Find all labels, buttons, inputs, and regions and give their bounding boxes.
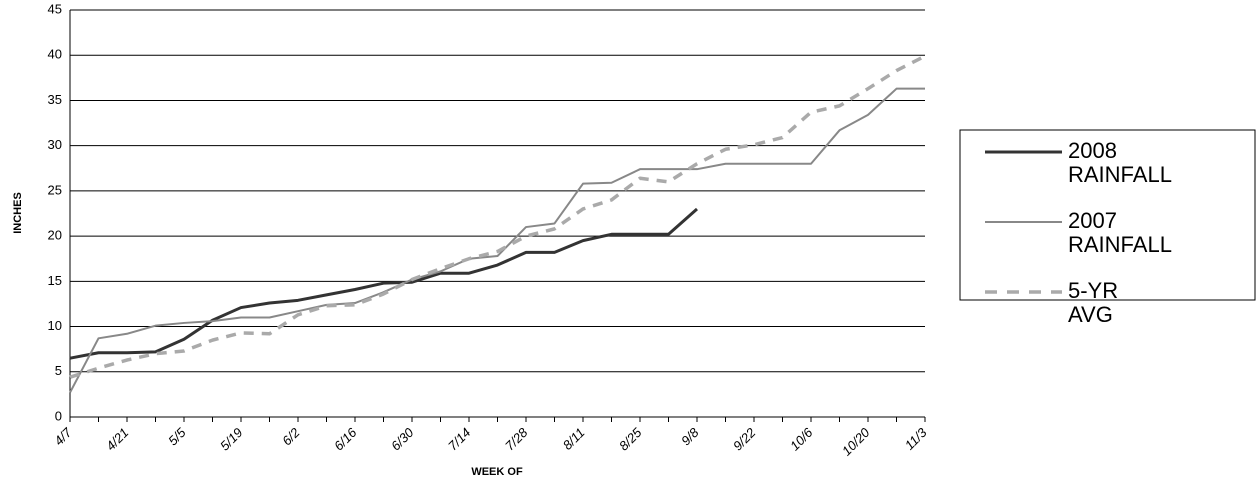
x-tick-label: 6/16 bbox=[331, 424, 360, 453]
legend-label-line: 2008 bbox=[1068, 138, 1117, 163]
legend-label-line: AVG bbox=[1068, 302, 1113, 327]
x-tick-label: 7/14 bbox=[445, 425, 474, 454]
x-tick-label: 9/8 bbox=[678, 424, 702, 448]
y-tick-label: 35 bbox=[48, 92, 62, 107]
x-tick-label: 7/28 bbox=[502, 424, 531, 453]
legend-box bbox=[959, 129, 1256, 301]
y-tick-label: 15 bbox=[48, 273, 62, 288]
y-tick-label: 0 bbox=[55, 408, 62, 423]
x-tick-label: 6/2 bbox=[279, 424, 303, 448]
series-line bbox=[69, 54, 926, 379]
y-tick-label: 10 bbox=[48, 318, 62, 333]
y-tick-label: 40 bbox=[48, 47, 62, 62]
x-tick-label: 10/6 bbox=[787, 424, 816, 453]
legend-label-line: RAINFALL bbox=[1068, 162, 1172, 187]
y-tick-label: 45 bbox=[48, 1, 62, 16]
y-axis-title: INCHES bbox=[12, 192, 24, 234]
x-tick-label: 8/11 bbox=[560, 425, 588, 453]
x-tick-label: 8/25 bbox=[616, 424, 645, 453]
legend-label: 5-YR AVG bbox=[1068, 278, 1118, 327]
x-tick-label: 9/22 bbox=[730, 424, 759, 453]
x-tick-label: 6/30 bbox=[388, 424, 417, 453]
x-tick-label: 5/5 bbox=[165, 424, 189, 448]
legend-label: 2008 RAINFALL bbox=[1068, 138, 1172, 187]
x-tick-label: 11/3 bbox=[902, 424, 930, 452]
legend-label-line: 2007 bbox=[1068, 208, 1117, 233]
y-tick-label: 20 bbox=[48, 228, 62, 243]
series-line bbox=[69, 87, 925, 394]
legend-label-line: RAINFALL bbox=[1068, 232, 1172, 257]
x-tick-label: 5/19 bbox=[217, 425, 246, 454]
legend-label-line: 5-YR bbox=[1068, 278, 1118, 303]
series-line bbox=[69, 207, 698, 360]
x-tick-label: 4/21 bbox=[103, 425, 132, 454]
y-tick-label: 30 bbox=[48, 137, 62, 152]
legend-label: 2007 RAINFALL bbox=[1068, 208, 1172, 257]
x-tick-label: 4/7 bbox=[51, 424, 75, 448]
y-tick-label: 5 bbox=[55, 363, 62, 378]
x-axis-title: WEEK OF bbox=[471, 466, 523, 478]
y-tick-label: 25 bbox=[48, 182, 62, 197]
x-tick-label: 10/20 bbox=[839, 424, 873, 458]
